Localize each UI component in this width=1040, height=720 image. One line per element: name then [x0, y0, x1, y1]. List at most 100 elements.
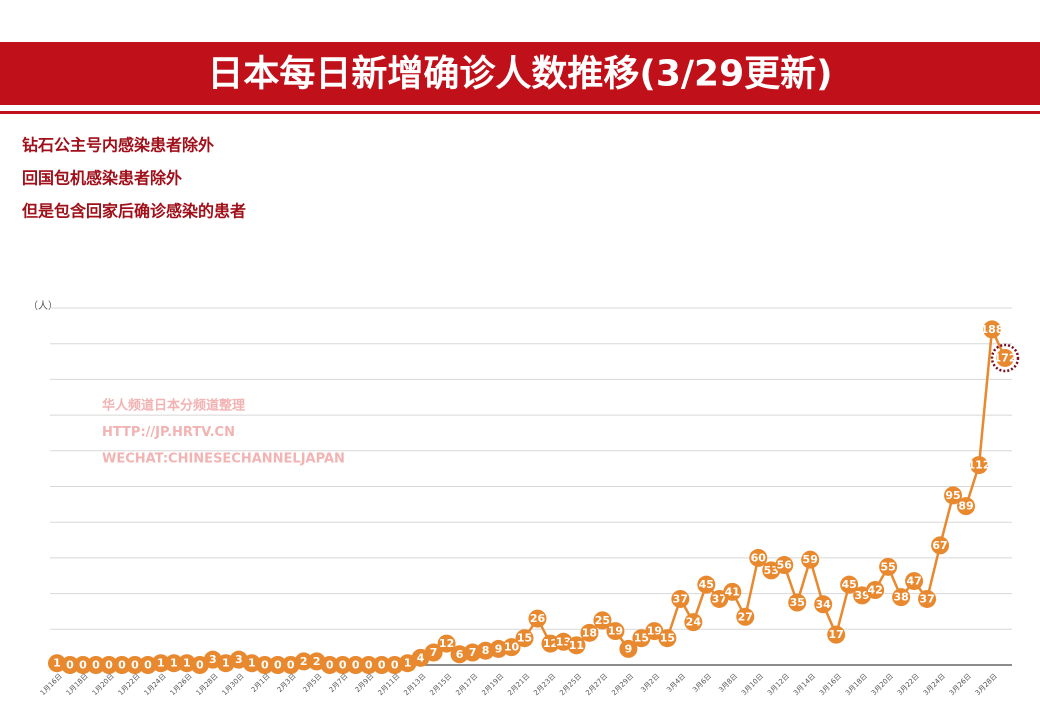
value-label: 19 [608, 625, 623, 638]
x-tick-label: 3月18日 [844, 672, 869, 697]
point [658, 629, 677, 648]
x-tick-label: 3月22日 [896, 672, 921, 697]
value-label: 7 [430, 646, 438, 659]
value-label: 0 [261, 659, 269, 672]
chart-title: 日本每日新增确诊人数推移(3/29更新) [207, 54, 832, 95]
value-label: 9 [495, 642, 503, 655]
value-label: 24 [686, 616, 702, 629]
point [593, 611, 612, 630]
point [346, 656, 365, 674]
point [671, 589, 690, 608]
note: 回国包机感染患者除外 [22, 169, 182, 188]
x-tick-label: 2月17日 [454, 672, 479, 697]
watermark-line: 华人频道日本分频道整理 [102, 398, 245, 414]
value-label: 41 [725, 585, 740, 598]
value-label: 188 [981, 323, 1004, 336]
value-label: 0 [339, 659, 347, 672]
x-tick-label: 2月1日 [250, 672, 272, 694]
x-tick-label: 2月13日 [402, 672, 427, 697]
point [684, 613, 703, 632]
value-label: 8 [482, 644, 490, 657]
point [619, 639, 638, 658]
value-label: 0 [131, 659, 139, 672]
point [268, 656, 287, 674]
point [775, 556, 794, 575]
x-tick-label: 3月20日 [870, 672, 895, 697]
point [125, 656, 144, 674]
value-label: 37 [673, 592, 688, 605]
point [736, 607, 755, 626]
point [840, 575, 859, 594]
x-tick-label: 1月22日 [117, 672, 142, 697]
point [151, 654, 170, 673]
point [697, 575, 716, 594]
value-label: 0 [118, 659, 126, 672]
point [320, 656, 339, 674]
value-label: 2 [300, 655, 308, 668]
value-label: 39 [854, 589, 869, 602]
value-label: 15 [634, 632, 649, 645]
value-label: 89 [958, 500, 973, 513]
x-tick-label: 2月19日 [480, 672, 505, 697]
title-rule [0, 111, 1040, 114]
x-tick-label: 2月23日 [532, 672, 557, 697]
value-label: 13 [556, 635, 571, 648]
point [580, 623, 599, 642]
value-label: 37 [919, 592, 934, 605]
point [528, 609, 547, 628]
value-label: 1 [222, 657, 230, 670]
point [944, 486, 963, 505]
value-label: 42 [867, 584, 882, 597]
x-tick-label: 1月30日 [221, 672, 246, 697]
point [606, 622, 625, 641]
x-tick-label: 3月28日 [974, 672, 999, 697]
point [970, 456, 989, 475]
value-label: 0 [365, 659, 373, 672]
point [957, 497, 976, 516]
x-tick-label: 2月11日 [376, 672, 401, 697]
value-label: 0 [144, 659, 152, 672]
value-label: 45 [842, 578, 857, 591]
value-label: 10 [504, 641, 520, 654]
value-label: 12 [439, 637, 454, 650]
value-label: 0 [378, 659, 386, 672]
x-tick-label: 2月9日 [354, 672, 376, 694]
value-label: 1 [53, 657, 61, 670]
value-label: 45 [699, 578, 714, 591]
point [372, 656, 391, 674]
x-tick-label: 1月20日 [91, 672, 116, 697]
value-label: 19 [647, 625, 662, 638]
x-tick-label: 1月26日 [169, 672, 194, 697]
x-tick-label: 3月26日 [948, 672, 973, 697]
x-tick-label: 2月15日 [428, 672, 453, 697]
point [73, 656, 92, 674]
value-label: 12 [543, 637, 558, 650]
point [437, 634, 456, 653]
value-label: 95 [945, 489, 960, 502]
x-tick-label: 2月27日 [584, 672, 609, 697]
x-tick-label: 2月21日 [506, 672, 531, 697]
value-label: 4 [417, 651, 425, 664]
x-tick-label: 3月12日 [766, 672, 791, 697]
point [60, 656, 79, 674]
point [255, 656, 274, 674]
point [801, 550, 820, 569]
x-tick-label: 2月25日 [558, 672, 583, 697]
value-label: 17 [829, 628, 844, 641]
point [164, 654, 183, 673]
x-tick-label: 1月18日 [65, 672, 90, 697]
point [983, 320, 1002, 339]
value-label: 38 [893, 591, 908, 604]
value-label: 25 [595, 614, 610, 627]
point [86, 656, 105, 674]
x-tick-label: 3月8日 [717, 672, 739, 694]
x-tick-label: 3月2日 [639, 672, 661, 694]
value-label: 2 [313, 655, 321, 668]
watermark-line: WECHAT:CHINESECHANNELJAPAN [102, 452, 345, 467]
title-band [0, 42, 1040, 105]
value-label: 34 [816, 598, 832, 611]
value-label: 15 [517, 632, 532, 645]
value-label: 59 [803, 553, 818, 566]
point [749, 548, 768, 567]
